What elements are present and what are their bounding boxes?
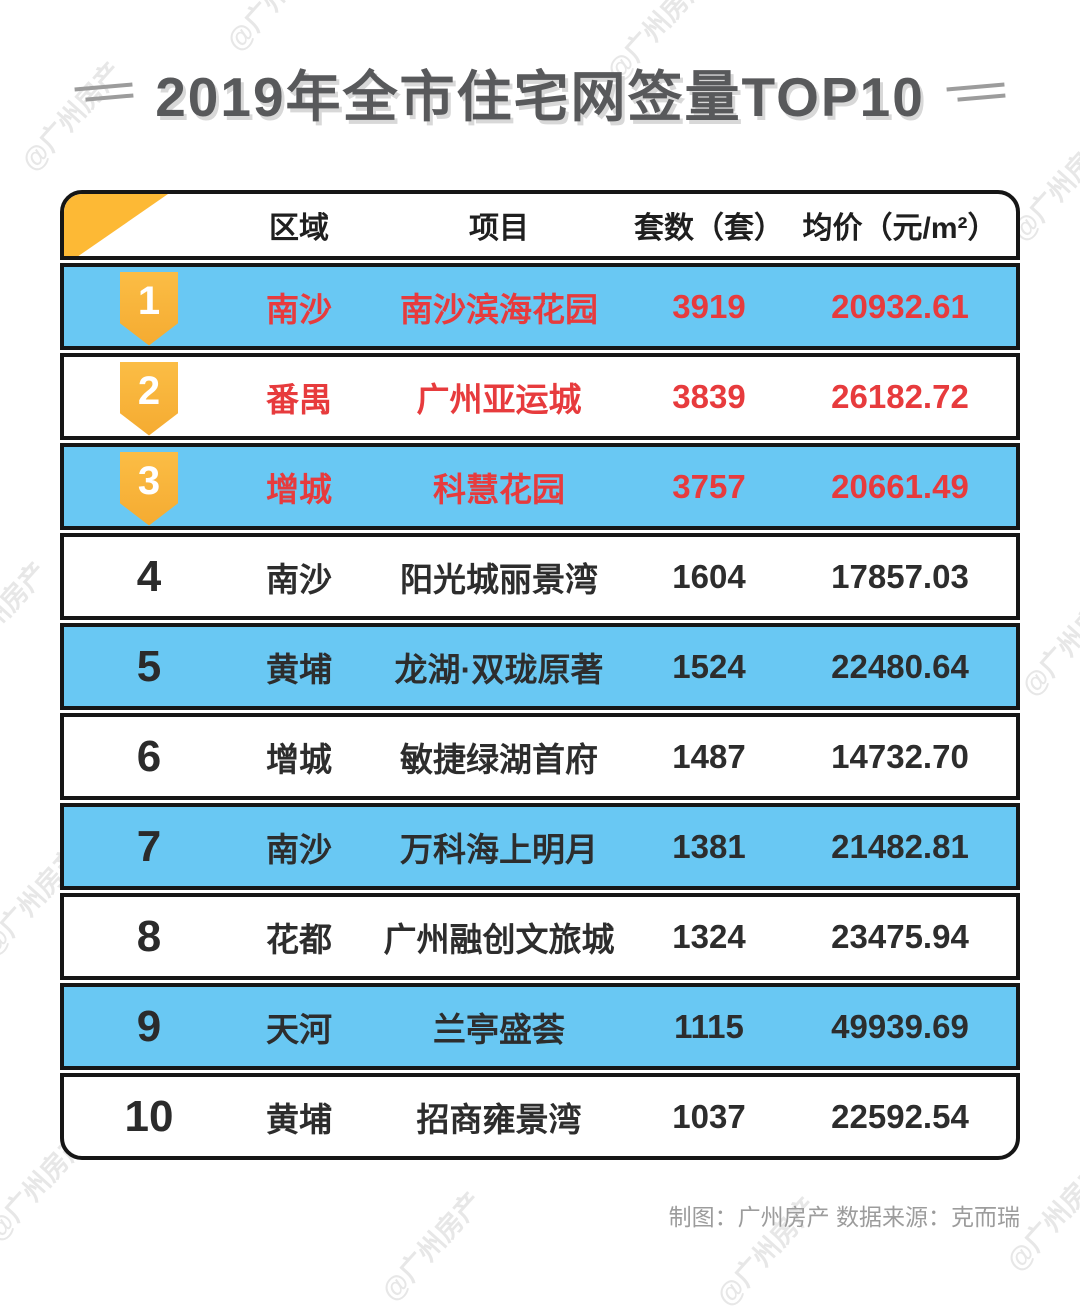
rank-badge: 1: [120, 271, 178, 346]
table-body: 1 南沙 南沙滨海花园 3919 20932.61 2 番禺 广州亚运城 383…: [60, 263, 1020, 1160]
units-cell: 1037: [672, 1097, 746, 1135]
ranking-table: 区域 项目 套数（套） 均价（元/m²） 1 南沙 南沙滨海花园 3919 20…: [60, 190, 1020, 1160]
rank-number: 7: [136, 821, 162, 871]
watermark-text: @广州房产: [1015, 581, 1080, 702]
table-row: 3 增城 科慧花园 3757 20661.49: [60, 443, 1020, 530]
rank-number: 8: [136, 911, 162, 961]
table-row: 2 番禺 广州亚运城 3839 26182.72: [60, 353, 1020, 440]
table-row: 6 增城 敏捷绿湖首府 1487 14732.70: [60, 713, 1020, 800]
project-cell: 招商雍景湾: [416, 1100, 582, 1138]
page-title: 2019年全市住宅网签量TOP10: [155, 66, 925, 128]
credits: 制图：广州房产 数据来源：克而瑞: [668, 1204, 1020, 1230]
table-header-row: 区域 项目 套数（套） 均价（元/m²）: [60, 190, 1020, 260]
title-decor-left: [74, 82, 134, 102]
units-cell: 3839: [672, 377, 746, 415]
table-row: 7 南沙 万科海上明月 1381 21482.81: [60, 803, 1020, 890]
price-cell: 49939.69: [831, 1007, 969, 1045]
rank-cell: 5: [64, 627, 234, 706]
units-cell: 1487: [672, 737, 746, 775]
project-cell: 万科海上明月: [400, 830, 598, 868]
corner-ribbon: [64, 194, 168, 256]
units-cell: 3757: [672, 467, 746, 505]
project-cell: 广州融创文旅城: [383, 920, 615, 958]
rank-cell: 8: [64, 897, 234, 976]
price-cell: 14732.70: [831, 737, 969, 775]
region-cell: 花都: [266, 920, 332, 958]
region-cell: 增城: [266, 470, 332, 508]
header-region: 区域: [269, 212, 329, 245]
price-cell: 21482.81: [831, 827, 969, 865]
units-cell: 1381: [672, 827, 746, 865]
rank-number: 4: [136, 551, 162, 601]
region-cell: 黄埔: [266, 1100, 332, 1138]
table-row: 8 花都 广州融创文旅城 1324 23475.94: [60, 893, 1020, 980]
rank-number: 9: [136, 1001, 162, 1051]
rank-badge: 3: [120, 451, 178, 526]
rank-cell: 7: [64, 807, 234, 886]
project-cell: 敏捷绿湖首府: [400, 740, 598, 778]
price-cell: 17857.03: [831, 557, 969, 595]
table-row: 9 天河 兰亭盛荟 1115 49939.69: [60, 983, 1020, 1070]
units-cell: 3919: [672, 287, 746, 325]
units-cell: 1115: [674, 1007, 744, 1045]
project-cell: 南沙滨海花园: [400, 290, 598, 328]
rank-cell: 2: [64, 357, 234, 436]
table-row: 1 南沙 南沙滨海花园 3919 20932.61: [60, 263, 1020, 350]
region-cell: 南沙: [266, 290, 332, 328]
header-project: 项目: [469, 212, 529, 245]
watermark-text: @广州房产: [216, 0, 335, 58]
watermark-text: @广州房产: [0, 556, 53, 677]
price-cell: 26182.72: [831, 377, 969, 415]
region-cell: 天河: [266, 1010, 332, 1048]
region-cell: 番禺: [266, 380, 332, 418]
table-row: 5 黄埔 龙湖·双珑原著 1524 22480.64: [60, 623, 1020, 710]
title-row: 2019年全市住宅网签量TOP10: [0, 52, 1080, 132]
rank-number: 5: [136, 641, 162, 691]
rank-cell: 6: [64, 717, 234, 796]
units-cell: 1324: [672, 917, 746, 955]
price-cell: 22592.54: [831, 1097, 969, 1135]
rank-number: 10: [124, 1091, 174, 1141]
rank-cell: 9: [64, 987, 234, 1066]
price-cell: 20932.61: [831, 287, 969, 325]
header-units: 套数（套）: [634, 212, 784, 245]
project-cell: 阳光城丽景湾: [400, 560, 598, 598]
table-row: 10 黄埔 招商雍景湾 1037 22592.54: [60, 1073, 1020, 1160]
rank-cell: 4: [64, 537, 234, 616]
units-cell: 1524: [672, 647, 746, 685]
header-price: 均价（元/m²）: [802, 212, 998, 245]
rank-badge: 2: [120, 361, 178, 436]
rank-number: 6: [136, 731, 162, 781]
price-cell: 20661.49: [831, 467, 969, 505]
price-cell: 22480.64: [831, 647, 969, 685]
rank-cell: 10: [64, 1077, 234, 1156]
units-cell: 1604: [672, 557, 746, 595]
region-cell: 南沙: [266, 560, 332, 598]
project-cell: 兰亭盛荟: [433, 1010, 565, 1048]
region-cell: 南沙: [266, 830, 332, 868]
table-row: 4 南沙 阳光城丽景湾 1604 17857.03: [60, 533, 1020, 620]
project-cell: 龙湖·双珑原著: [394, 650, 604, 688]
watermark-text: @广州房产: [375, 1186, 488, 1307]
region-cell: 黄埔: [266, 650, 332, 688]
project-cell: 科慧花园: [433, 470, 565, 508]
title-decor-right: [946, 82, 1006, 102]
rank-cell: 3: [64, 447, 234, 526]
region-cell: 增城: [266, 740, 332, 778]
price-cell: 23475.94: [831, 917, 969, 955]
project-cell: 广州亚运城: [416, 380, 582, 418]
rank-cell: 1: [64, 267, 234, 346]
